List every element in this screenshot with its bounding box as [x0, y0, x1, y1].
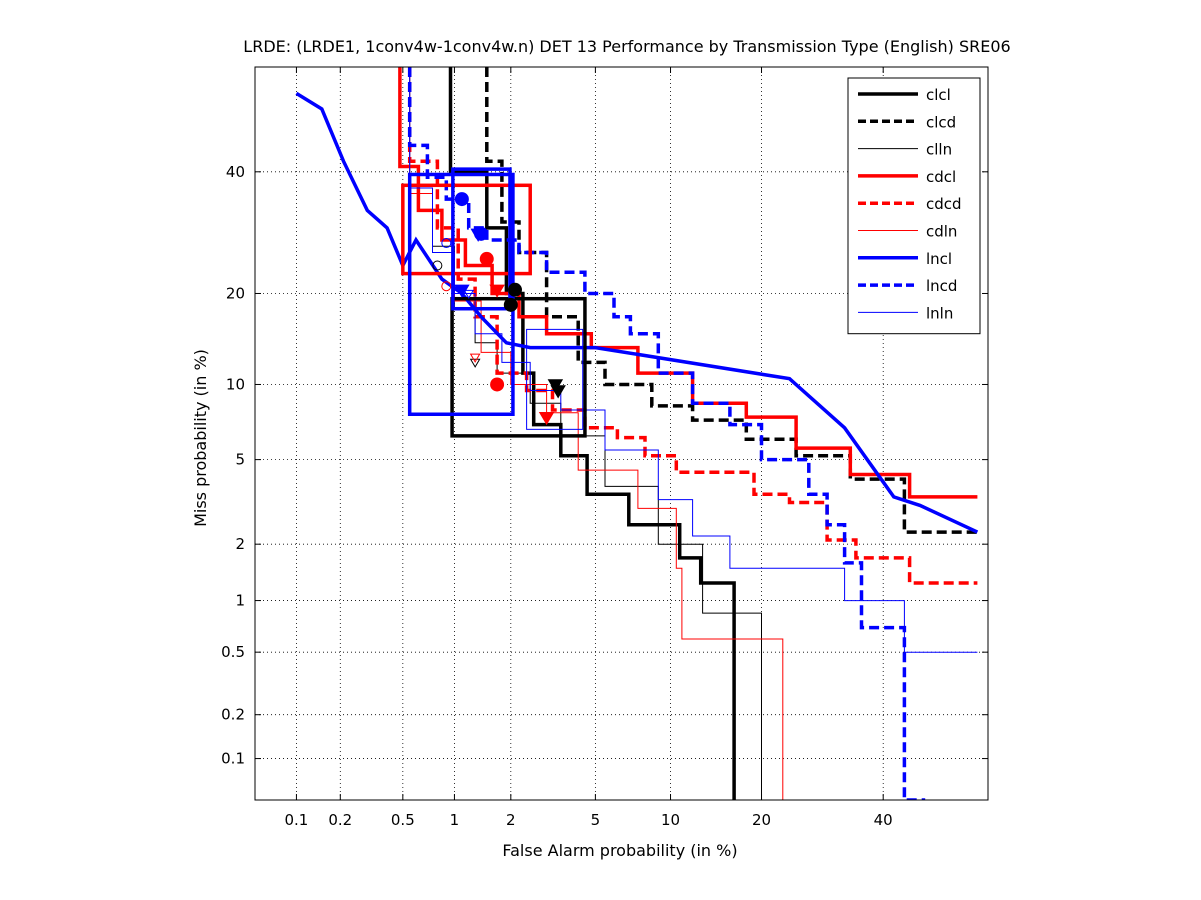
- y-tick-label: 1: [235, 592, 245, 610]
- min-dcf-marker-lnln: [463, 289, 475, 299]
- x-axis-label: False Alarm probability (in %): [502, 841, 737, 860]
- y-axis-label: Miss probability (in %): [191, 349, 210, 527]
- actual-dcf-marker-cdln: [441, 281, 452, 292]
- x-tick-label: 2: [506, 811, 516, 829]
- legend-label-clcd: clcd: [926, 113, 956, 131]
- y-tick-label: 0.1: [221, 750, 245, 768]
- x-tick-label: 0.1: [285, 811, 309, 829]
- actual-dcf-marker-clln: [432, 260, 443, 271]
- actual-dcf-marker-lnln: [441, 238, 452, 249]
- x-tick-label: 0.5: [391, 811, 415, 829]
- y-tick-label: 40: [226, 163, 245, 181]
- actual-dcf-marker-lncl: [454, 192, 469, 207]
- confidence-box-clcl: [450, 296, 587, 438]
- min-dcf-marker-cdcd: [538, 411, 555, 426]
- series-line-lncd: [407, 67, 926, 800]
- legend-label-cdcl: cdcl: [926, 168, 956, 186]
- min-dcf-marker-cdln: [469, 353, 481, 363]
- x-tick-label: 10: [661, 811, 680, 829]
- plot-area-frame: [254, 66, 989, 801]
- y-tick-label: 0.5: [221, 643, 245, 661]
- legend: clcl clcd clln cdcl cdcd cdln lncl lncd lnln: [847, 77, 981, 335]
- y-tick-label: 5: [235, 451, 245, 469]
- actual-dcf-marker-clcl: [503, 297, 518, 312]
- x-tick-label: 0.2: [328, 811, 352, 829]
- legend-label-cdln: cdln: [926, 223, 957, 241]
- actual-dcf-marker-cdcl: [479, 251, 494, 266]
- min-dcf-marker-clcd: [550, 385, 566, 399]
- series-line-cdcl: [398, 67, 978, 499]
- min-dcf-marker-lncd: [470, 228, 486, 242]
- legend-label-lncl: lncl: [926, 250, 952, 268]
- y-tick-label: 0.2: [221, 706, 245, 724]
- legend-label-clcl: clcl: [926, 86, 951, 104]
- min-dcf-marker-cdcl: [489, 284, 505, 298]
- confidence-box-lnln: [526, 328, 584, 430]
- min-dcf-marker-clln: [469, 358, 481, 368]
- y-tick-label: 10: [226, 375, 245, 393]
- x-tick-label: 20: [752, 811, 771, 829]
- chart-title: LRDE: (LRDE1, 1conv4w-1conv4w.n) DET 13 …: [243, 37, 1010, 56]
- x-tick-label: 40: [874, 811, 893, 829]
- actual-dcf-marker-cdcd: [490, 377, 505, 392]
- actual-dcf-marker-clcd: [507, 282, 522, 297]
- legend-label-cdcd: cdcd: [926, 195, 962, 213]
- confidence-box-cdcl: [401, 183, 532, 276]
- legend-label-clln: clln: [926, 141, 952, 159]
- confidence-box-lncd: [451, 167, 512, 311]
- series-line-cdcd: [407, 67, 978, 585]
- legend-label-lnln: lnln: [926, 304, 953, 322]
- y-tick-label: 20: [226, 284, 245, 302]
- x-tick-label: 1: [450, 811, 460, 829]
- legend-label-lncd: lncd: [926, 277, 957, 295]
- x-tick-label: 5: [591, 811, 601, 829]
- y-tick-label: 2: [235, 535, 245, 553]
- series-line-clcl: [448, 67, 736, 800]
- series-line-lncl: [295, 91, 979, 534]
